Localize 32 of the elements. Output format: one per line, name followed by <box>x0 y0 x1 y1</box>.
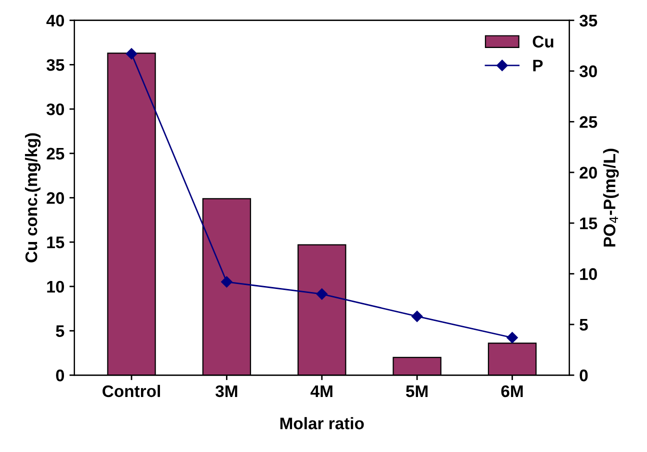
point <box>506 332 518 344</box>
y-tick-label: 15 <box>47 236 64 248</box>
point <box>221 276 232 288</box>
y-tick-label: 30 <box>46 103 64 116</box>
y2-tick-label: 20 <box>580 166 597 179</box>
y2-tick-label: 25 <box>580 116 598 128</box>
x-tick-label: 5M <box>406 385 428 398</box>
y2-axis-title: PO$_{4}$-P(mg/L) <box>603 148 619 247</box>
point <box>126 48 138 60</box>
y2-tick-label: 15 <box>580 218 598 230</box>
x-tick-label: 3M <box>216 385 238 398</box>
y-tick-label: 20 <box>46 192 64 204</box>
y-tick-label: 35 <box>46 59 64 71</box>
y-tick-label: 40 <box>46 14 64 27</box>
legend-label: Cu <box>532 36 554 48</box>
y-tick-label: 5 <box>56 325 64 338</box>
y2-tick-label: 10 <box>580 268 597 280</box>
y2-tick-label: 30 <box>579 65 597 78</box>
y-tick-label: 0 <box>56 370 64 382</box>
y-tick-label: 25 <box>46 148 64 160</box>
point <box>411 310 423 322</box>
x-tick-label: 4M <box>310 385 332 397</box>
x-axis-title: Molar ratio <box>280 417 364 430</box>
y-axis-title: Cu conc.(mg/kg) <box>24 133 41 262</box>
legend-label: P <box>533 60 543 72</box>
point <box>316 288 328 300</box>
y2-tick-label: 35 <box>579 14 598 27</box>
y2-tick-label: 0 <box>580 370 588 382</box>
x-tick-label: 6M <box>501 385 523 398</box>
y-tick-label: 10 <box>47 280 64 293</box>
x-tick-label: Control <box>102 384 160 398</box>
y2-tick-label: 5 <box>580 319 588 331</box>
